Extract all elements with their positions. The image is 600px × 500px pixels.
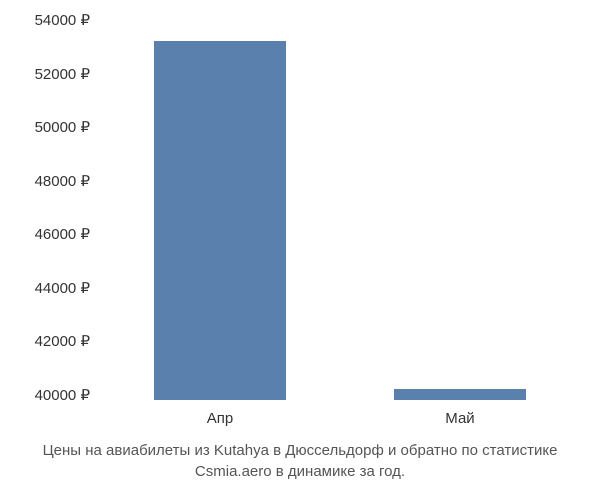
- y-tick-label: 46000 ₽: [35, 225, 90, 243]
- chart-caption: Цены на авиабилеты из Kutahya в Дюссельд…: [30, 440, 570, 482]
- x-tick-label: Май: [445, 410, 474, 427]
- y-tick-label: 54000 ₽: [35, 11, 90, 29]
- y-tick-label: 48000 ₽: [35, 172, 90, 190]
- plot-area: [100, 20, 580, 400]
- price-chart: 40000 ₽ 42000 ₽ 44000 ₽ 46000 ₽ 48000 ₽ 50000…: [10, 10, 590, 490]
- bar: [394, 389, 526, 400]
- y-tick-label: 42000 ₽: [35, 332, 90, 350]
- bar: [154, 41, 286, 400]
- y-tick-label: 44000 ₽: [35, 279, 90, 297]
- y-tick-label: 40000 ₽: [35, 386, 90, 404]
- x-tick-label: Апр: [207, 410, 233, 427]
- y-tick-label: 50000 ₽: [35, 118, 90, 136]
- y-tick-label: 52000 ₽: [35, 65, 90, 83]
